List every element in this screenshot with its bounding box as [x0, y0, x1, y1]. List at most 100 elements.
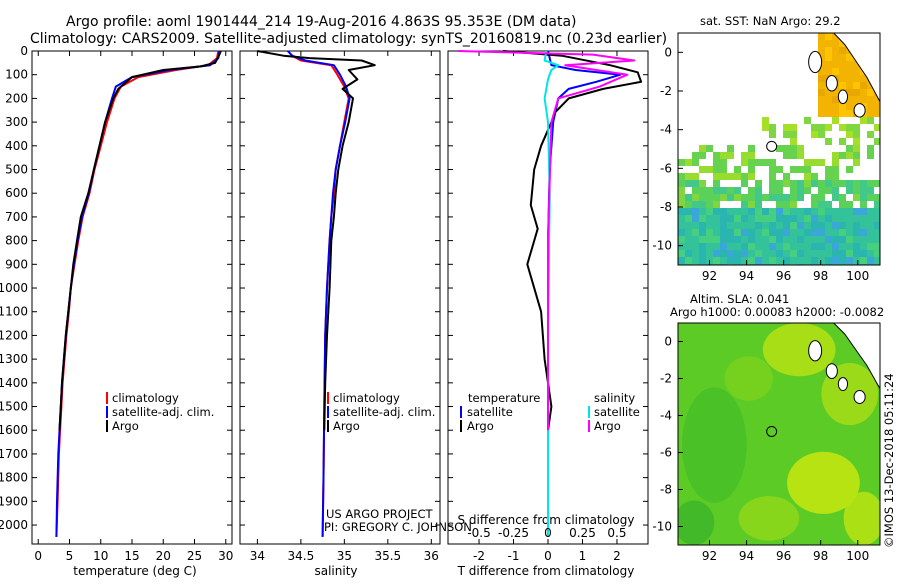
sst-map-pixel: [748, 243, 755, 250]
sst-map-pixel: [720, 173, 727, 180]
sst-map-pixel: [797, 145, 804, 152]
sst-map-pixel: [783, 229, 790, 236]
sst-map-pixel: [734, 215, 741, 222]
temp-xtick-label: 30: [218, 549, 233, 563]
sst-map-pixel: [720, 187, 727, 194]
sla-map-subtitle: Argo h1000: 0.00083 h2000: -0.0082: [670, 305, 884, 319]
sal-series-satellite-adj-clim-: [287, 50, 351, 537]
temp-series-argo: [58, 50, 222, 431]
sst-map-pixel: [706, 194, 713, 201]
sal-frame: [239, 50, 441, 545]
sal-xlabel: salinity: [314, 564, 357, 578]
sst-map-pixel: [811, 194, 818, 201]
sla-map-xtick-label: 96: [776, 549, 791, 563]
sst-map-pixel: [874, 208, 880, 215]
sst-map-pixel: [769, 208, 776, 215]
sst-map-pixel: [867, 229, 874, 236]
legend-satellite: satellite-adj. clim.: [333, 405, 435, 419]
sst-map-pixel: [783, 173, 790, 180]
sst-map-pixel: [692, 215, 699, 222]
sst-map-pixel: [713, 152, 720, 159]
sla-map-frame: [677, 322, 881, 546]
sst-map-pixel: [860, 250, 867, 257]
depth-tick-label: 1600: [0, 423, 28, 437]
sst-map-pixel: [748, 222, 755, 229]
sst-map-pixel: [713, 180, 720, 187]
sst-map-pixel: [804, 180, 811, 187]
sst-map-pixel: [853, 124, 860, 131]
depth-tick-label: 2000: [0, 518, 28, 532]
sst-map-pixel: [853, 187, 860, 194]
sst-map-title: sat. SST: NaN Argo: 29.2: [700, 14, 841, 28]
sst-map-pixel: [818, 131, 825, 138]
sst-map-pixel: [769, 236, 776, 243]
sst-map-pixel: [741, 257, 748, 264]
sst-map-pixel: [783, 194, 790, 201]
sst-map-pixel: [825, 208, 832, 215]
sst-map-pixel: [692, 201, 699, 208]
sst-map-pixel: [699, 166, 706, 173]
sst-map-pixel: [727, 194, 734, 201]
sst-map-pixel: [860, 180, 867, 187]
temp-series-climatology: [55, 50, 220, 537]
sst-map-pixel: [832, 208, 839, 215]
sst-map-coastline: [833, 33, 880, 103]
sst-map-pixel: [825, 243, 832, 250]
chart-plot-area: 0100200300400500600700800900100011001200…: [0, 32, 881, 563]
sst-map-pixel: [734, 187, 741, 194]
sla-map-island: [853, 390, 866, 404]
sst-map-pixel: [804, 208, 811, 215]
depth-tick-label: 1500: [0, 400, 28, 414]
depth-tick-label: 0: [20, 44, 28, 58]
sst-map-pixel: [706, 250, 713, 257]
sst-map-pixel: [755, 243, 762, 250]
sst-map-pixel: [734, 173, 741, 180]
sla-map-anomaly-blob: [821, 362, 878, 426]
sst-map-pixel: [713, 166, 720, 173]
sst-map-pixel: [839, 54, 846, 61]
sst-map-pixel: [860, 257, 867, 264]
sst-map-island: [808, 50, 823, 74]
sal-xtick-label: 35.5: [374, 549, 401, 563]
sst-map-pixel: [867, 257, 874, 264]
sst-map-pixel: [776, 166, 783, 173]
sst-map-pixel: [769, 215, 776, 222]
sst-map-pixel: [776, 257, 783, 264]
sst-map-pixel: [706, 208, 713, 215]
legend-climatology: climatology: [112, 391, 179, 405]
sst-map-pixel: [783, 215, 790, 222]
sst-map-pixel: [734, 243, 741, 250]
sst-map-pixel: [755, 229, 762, 236]
sst-map-pixel: [853, 208, 860, 215]
sst-map-pixel: [846, 124, 853, 131]
sst-map-pixel: [839, 208, 846, 215]
sst-map-pixel: [699, 229, 706, 236]
sst-map-pixel: [860, 236, 867, 243]
diff-xtick-label: -1: [508, 549, 520, 563]
sst-map-pixel: [748, 152, 755, 159]
sst-map-ytick-label: -4: [660, 123, 672, 137]
sst-map-pixel: [699, 236, 706, 243]
sst-map-pixel: [846, 166, 853, 173]
sst-map-pixel: [839, 152, 846, 159]
sst-map-pixel: [818, 208, 825, 215]
sst-map-pixel: [755, 257, 762, 264]
sst-map-pixel: [825, 33, 832, 40]
sst-map-pixel: [853, 61, 860, 68]
sst-map-pixel: [825, 40, 832, 47]
depth-tick-label: 1900: [0, 494, 28, 508]
sst-map-pixel: [790, 180, 797, 187]
sst-map-pixel: [720, 236, 727, 243]
sst-map-pixel: [748, 201, 755, 208]
sst-map-pixel: [706, 187, 713, 194]
sst-map-pixel: [818, 243, 825, 250]
sst-map-pixel: [797, 243, 804, 250]
temp-xtick-label: 25: [187, 549, 202, 563]
sst-map-pixel: [713, 201, 720, 208]
credit-pi: PI: GREGORY C. JOHNSON: [324, 520, 472, 534]
temp-xtick-label: 20: [156, 549, 171, 563]
sst-map-pixel: [720, 208, 727, 215]
sst-map-pixel: [839, 68, 846, 75]
sst-map-pixel: [860, 215, 867, 222]
sst-map-pixel: [860, 222, 867, 229]
